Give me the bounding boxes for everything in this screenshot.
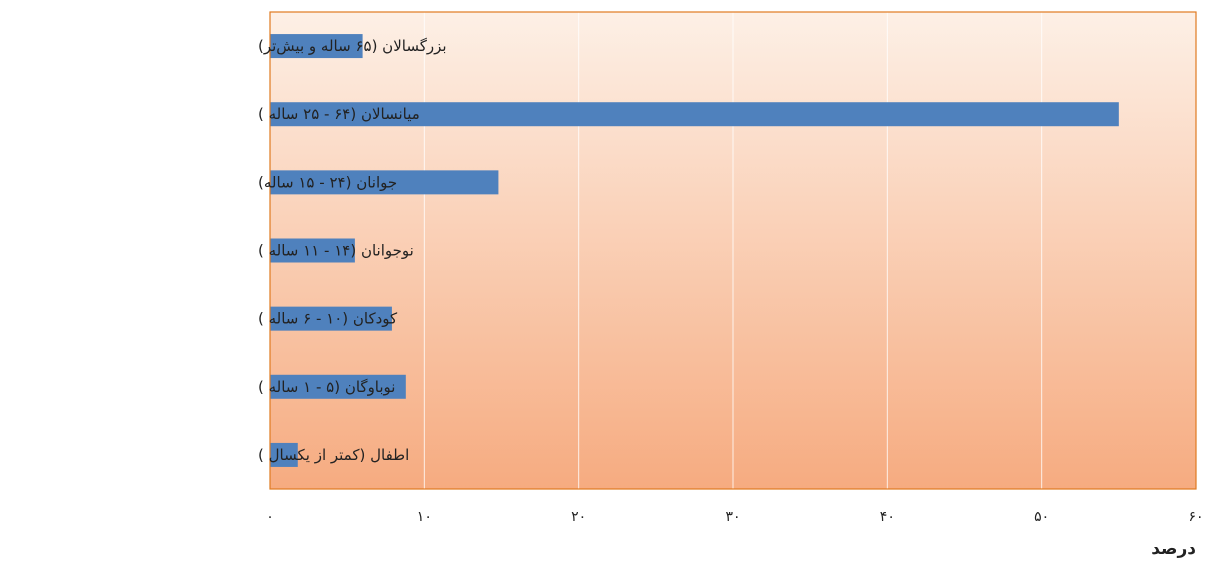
bar xyxy=(270,102,1119,127)
x-tick-label: ۰ xyxy=(266,509,274,525)
bar xyxy=(270,170,499,195)
category-label: کودکان (۱۰ - ۶ ساله ) xyxy=(258,310,398,328)
gridlines xyxy=(423,12,1043,489)
category-label: نوباوگان (۵ - ۱ ساله ) xyxy=(258,378,395,396)
x-tick-label: ۱۰ xyxy=(417,509,432,525)
x-tick-label: ۳۰ xyxy=(725,509,740,525)
x-tick-label: ۴۰ xyxy=(880,509,895,525)
x-tick-label: ۵۰ xyxy=(1034,509,1049,525)
x-tick-labels: ۰ ۱۰ ۲۰ ۳۰ ۴۰ ۵۰ ۶۰ xyxy=(266,509,1203,525)
bar xyxy=(270,306,392,331)
category-labels: بزرگسالان (۶۵ ساله و بیش‌تر) میانسالان (۶… xyxy=(258,37,447,464)
category-label: میانسالان (۶۴ - ۲۵ ساله ) xyxy=(258,105,420,123)
x-tick-label: ۶۰ xyxy=(1188,509,1203,525)
bar xyxy=(270,442,298,467)
bar xyxy=(270,34,363,59)
bars xyxy=(270,34,1119,467)
bar xyxy=(270,238,355,263)
category-label: بزرگسالان (۶۵ ساله و بیش‌تر) xyxy=(258,37,447,55)
category-label: اطفال (کمتر از یکسال ) xyxy=(258,446,409,464)
category-label: نوجوانان (۱۴ - ۱۱ ساله ) xyxy=(258,242,414,260)
plot-border xyxy=(269,11,1197,490)
x-tick-label: ۲۰ xyxy=(571,509,586,525)
category-label: جوانان (۲۴ - ۱۵ ساله) xyxy=(258,173,397,191)
bar xyxy=(270,374,406,399)
x-axis-title: درصد xyxy=(1151,539,1196,559)
